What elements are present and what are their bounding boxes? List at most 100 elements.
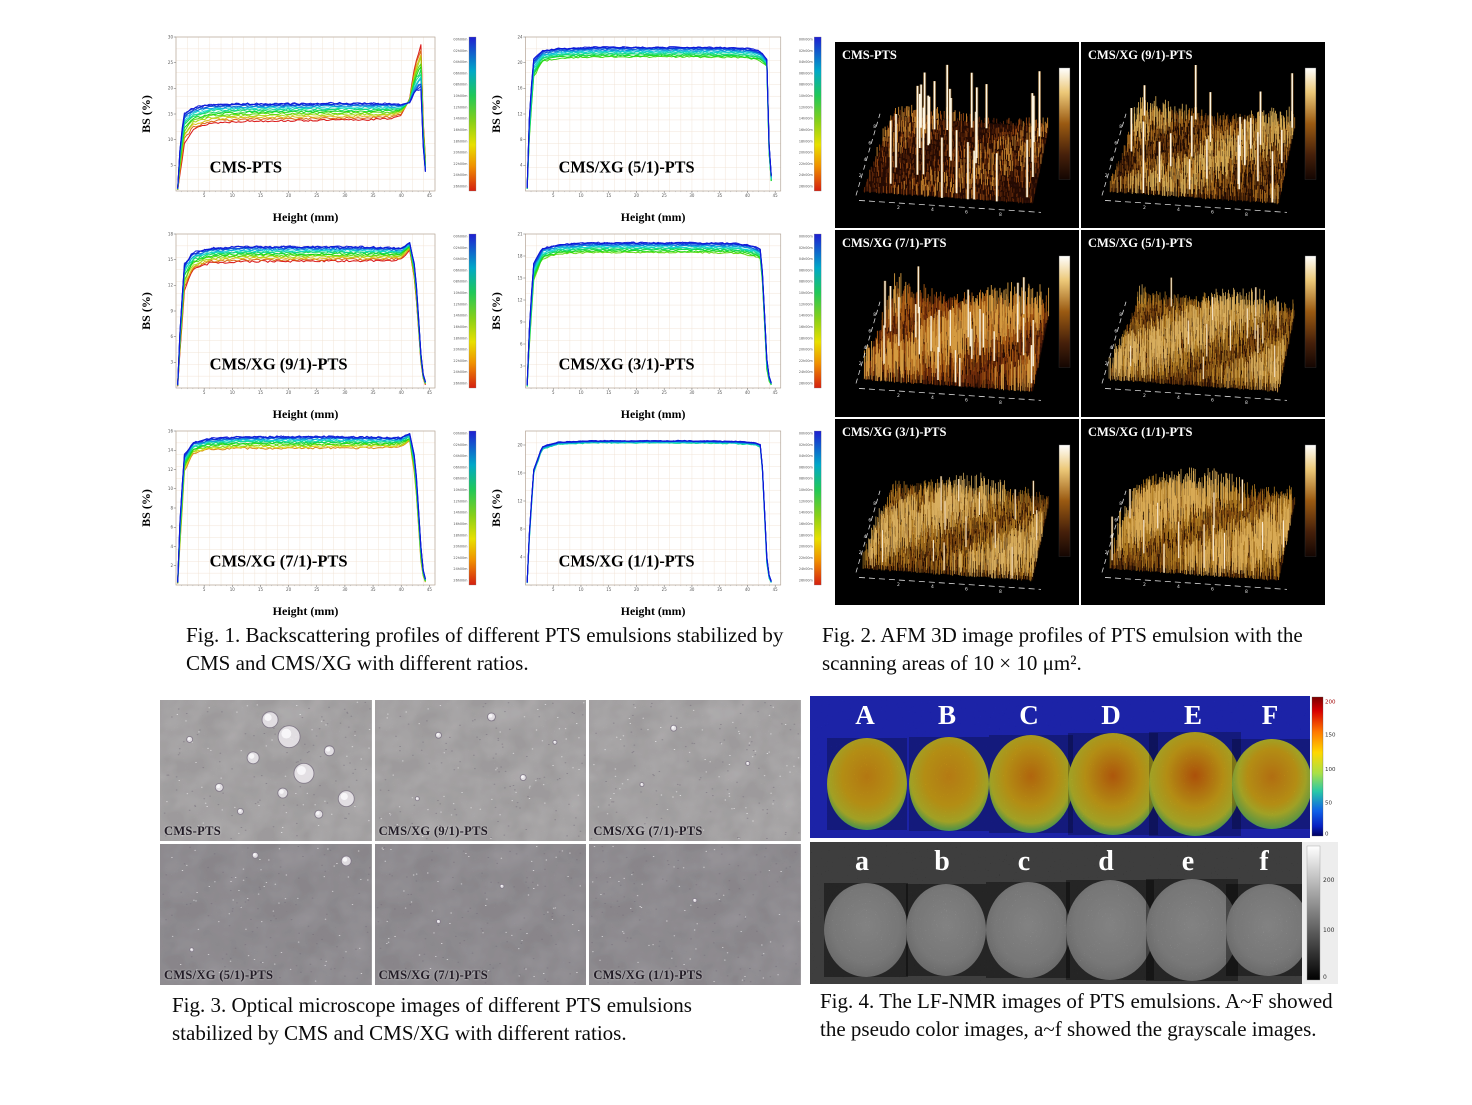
svg-text:8: 8 (1245, 400, 1248, 406)
svg-text:5: 5 (203, 193, 206, 198)
svg-text:08h00m: 08h00m (453, 83, 468, 87)
backscattering-chart-cell: 5 10 15 20 25 30 5 10 15 20 25 30 35 40 45 CMS-PTS Heigh… (140, 30, 485, 227)
nmr-pseudo-colorbar: 200 150 100 50 0 (1310, 696, 1350, 838)
svg-text:6: 6 (1211, 586, 1214, 592)
y-axis-label: BS (%) (140, 292, 153, 330)
afm-axis-ticks: 2 4 6 8 2 4 6 8 (1105, 124, 1248, 218)
svg-text:0: 0 (1325, 832, 1329, 838)
svg-text:10h00m: 10h00m (453, 488, 468, 492)
afm-x-axis (858, 200, 1042, 213)
svg-text:14h00m: 14h00m (799, 511, 813, 515)
svg-text:6: 6 (868, 140, 871, 146)
scan-curves (526, 46, 772, 190)
afm-3d-surface: 2 4 6 8 2 4 6 8 CMS/XG (5/1)-PTS (1081, 230, 1325, 417)
svg-text:12h00m: 12h00m (453, 105, 468, 109)
svg-text:2: 2 (1143, 205, 1146, 211)
svg-text:2: 2 (1143, 393, 1146, 399)
axis-tick-labels: 4 8 12 16 20 5 10 15 20 25 30 35 40 45 (517, 442, 778, 592)
axis-tick-labels: 5 10 15 20 25 30 5 10 15 20 25 30 35 40 45 (168, 34, 432, 198)
afm-panel: 2 4 6 8 2 4 6 8 CMS/XG (7/1)-PTS (835, 230, 1079, 417)
svg-text:12h00m: 12h00m (799, 105, 813, 109)
svg-text:00h00m: 00h00m (453, 235, 468, 239)
svg-text:20: 20 (286, 390, 292, 395)
afm-panel-label: CMS-PTS (842, 48, 897, 62)
microscope-panel-label: CMS-PTS (164, 824, 221, 838)
svg-text:10: 10 (168, 486, 174, 491)
figure-1-caption: Fig. 1. Backscattering profiles of diffe… (186, 623, 784, 675)
svg-text:12: 12 (517, 498, 522, 503)
svg-text:4: 4 (1110, 157, 1113, 163)
svg-text:06h00m: 06h00m (453, 268, 468, 272)
svg-text:8: 8 (1119, 501, 1122, 507)
svg-text:08h00m: 08h00m (453, 477, 468, 481)
svg-text:8: 8 (170, 505, 173, 510)
backscattering-chart-cell: 4 8 12 16 20 24 5 10 15 20 25 30 35 40 45 CMS/XG (5/1)-… (490, 30, 830, 227)
svg-text:40: 40 (745, 390, 750, 395)
svg-text:35: 35 (371, 193, 377, 198)
svg-text:20: 20 (634, 390, 639, 395)
microscope-panel: CMS/XG (7/1)-PTS (374, 844, 587, 985)
nmr-sample-letter: c (1018, 846, 1030, 877)
svg-text:6: 6 (965, 586, 968, 592)
scan-curves (177, 432, 426, 584)
afm-height-colorbar (1058, 256, 1071, 369)
svg-text:6: 6 (1114, 517, 1117, 523)
afm-axis-ticks: 2 4 6 8 2 4 6 8 (1105, 501, 1248, 595)
svg-text:8: 8 (999, 212, 1002, 218)
svg-text:20: 20 (286, 587, 292, 592)
svg-text:2: 2 (897, 581, 900, 587)
svg-text:06h00m: 06h00m (799, 465, 813, 469)
afm-3d-surface: 2 4 6 8 2 4 6 8 CMS/XG (3/1)-PTS (835, 418, 1079, 605)
svg-text:100: 100 (1325, 767, 1336, 773)
svg-text:8: 8 (520, 526, 523, 531)
svg-text:16h00m: 16h00m (453, 522, 468, 526)
svg-text:12: 12 (168, 283, 174, 288)
scan-time-legend: 00h00m 02h00m 04h00m 06h00m 08h00m 10h00m 12h0… (453, 38, 468, 189)
figure-2-afm-grid: 2 4 6 8 2 4 6 8 CMS-PTS 2 4 6 8 2 4 6 8 CMS/XG (9/1)-PTS 2… (835, 42, 1325, 605)
figure-4-lfnmr: A B C D E F 200 150 100 50 0 a b c d e f 200 100 0 (810, 696, 1352, 986)
svg-text:06h00m: 06h00m (453, 71, 468, 75)
svg-text:4: 4 (931, 207, 934, 213)
svg-text:6: 6 (520, 341, 523, 346)
svg-text:10: 10 (230, 587, 236, 592)
svg-text:5: 5 (552, 193, 555, 198)
svg-text:18h00m: 18h00m (799, 533, 813, 537)
x-axis-label: Height (mm) (273, 210, 339, 224)
microscope-image (374, 844, 587, 985)
afm-panel: 2 4 6 8 2 4 6 8 CMS/XG (1/1)-PTS (1081, 418, 1325, 605)
svg-text:6: 6 (1211, 398, 1214, 404)
svg-text:30: 30 (689, 587, 694, 592)
svg-text:8: 8 (520, 137, 523, 142)
afm-3d-surface: 2 4 6 8 2 4 6 8 CMS/XG (1/1)-PTS (1081, 418, 1325, 605)
microscope-panel: CMS/XG (7/1)-PTS (589, 700, 801, 841)
scan-time-legend: 00h00m 02h00m 04h00m 06h00m 08h00m 10h00m 12h0… (799, 234, 813, 385)
svg-text:24h00m: 24h00m (799, 370, 813, 374)
svg-text:24h00m: 24h00m (453, 567, 468, 571)
svg-text:0: 0 (1323, 974, 1327, 981)
afm-x-axis (1104, 576, 1288, 590)
svg-text:25: 25 (314, 587, 320, 592)
backscattering-chart-cell: 4 8 12 16 20 5 10 15 20 25 30 35 40 45 CMS/XG (1/1)-PT… (490, 424, 830, 621)
svg-text:08h00m: 08h00m (799, 83, 813, 87)
microscope-image (160, 844, 372, 985)
svg-text:20h00m: 20h00m (799, 545, 813, 549)
svg-text:25: 25 (662, 587, 667, 592)
svg-text:16h00m: 16h00m (453, 325, 468, 329)
y-axis-label: BS (%) (490, 489, 503, 527)
afm-x-axis (1104, 388, 1288, 402)
svg-text:45: 45 (427, 193, 433, 198)
svg-text:08h00m: 08h00m (453, 280, 468, 284)
microscope-panel-label: CMS/XG (7/1)-PTS (378, 968, 488, 982)
svg-text:12h00m: 12h00m (799, 499, 813, 503)
scan-curves (177, 241, 426, 387)
svg-text:20: 20 (634, 193, 639, 198)
y-axis-label: BS (%) (140, 489, 153, 527)
svg-text:02h00m: 02h00m (799, 443, 813, 447)
svg-text:6: 6 (868, 517, 871, 523)
svg-text:26h00m: 26h00m (799, 381, 813, 385)
svg-text:30: 30 (342, 193, 348, 198)
axis-tick-labels: 3 6 9 12 15 18 21 5 10 15 20 25 30 35 40 45 (517, 231, 778, 395)
svg-text:24h00m: 24h00m (799, 173, 813, 177)
svg-text:35: 35 (717, 193, 722, 198)
